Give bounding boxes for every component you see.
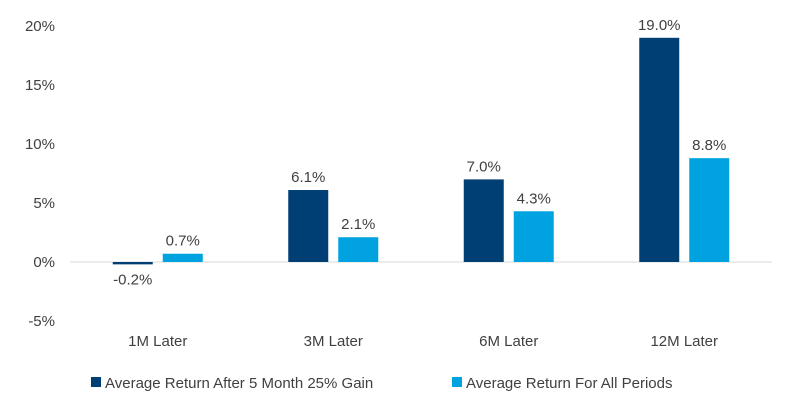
y-tick-label: 20% bbox=[25, 18, 55, 35]
data-label: 0.7% bbox=[166, 233, 200, 250]
y-tick-label: 5% bbox=[33, 195, 55, 212]
legend-swatch bbox=[452, 377, 462, 387]
bar-gain bbox=[288, 190, 329, 262]
data-label: 4.3% bbox=[517, 190, 551, 207]
bar-gain bbox=[112, 262, 153, 265]
legend: Average Return After 5 Month 25% Gain Ave… bbox=[91, 375, 673, 392]
x-category-label: 3M Later bbox=[304, 333, 363, 350]
data-label: 2.1% bbox=[341, 216, 375, 233]
legend-swatch bbox=[91, 377, 101, 387]
bar-all-periods bbox=[513, 211, 554, 262]
x-category-label: 1M Later bbox=[128, 333, 187, 350]
legend-label: Average Return For All Periods bbox=[466, 375, 673, 392]
data-label: 6.1% bbox=[291, 169, 325, 186]
y-tick-label: 15% bbox=[25, 77, 55, 94]
legend-label: Average Return After 5 Month 25% Gain bbox=[105, 375, 373, 392]
x-axis: 1M Later 3M Later 6M Later 12M Later bbox=[128, 333, 718, 350]
bar-all-periods bbox=[689, 158, 730, 262]
bar-gain bbox=[639, 37, 680, 262]
data-labels-group: -0.2% 0.7% 6.1% 2.1% 7.0% 4.3% 19.0% 8.8% bbox=[113, 17, 726, 289]
data-label: -0.2% bbox=[113, 271, 152, 288]
y-tick-label: 10% bbox=[25, 136, 55, 153]
y-tick-label: 0% bbox=[33, 254, 55, 271]
data-label: 7.0% bbox=[467, 158, 501, 175]
bar-all-periods bbox=[338, 237, 379, 262]
y-tick-label: -5% bbox=[28, 313, 55, 330]
bar-all-periods bbox=[162, 253, 203, 262]
bars-group bbox=[112, 37, 730, 265]
y-axis: -5% 0% 5% 10% 15% 20% bbox=[25, 18, 55, 330]
x-category-label: 6M Later bbox=[479, 333, 538, 350]
data-label: 19.0% bbox=[638, 17, 681, 34]
data-label: 8.8% bbox=[692, 137, 726, 154]
x-category-label: 12M Later bbox=[650, 333, 718, 350]
bar-gain bbox=[463, 179, 504, 262]
